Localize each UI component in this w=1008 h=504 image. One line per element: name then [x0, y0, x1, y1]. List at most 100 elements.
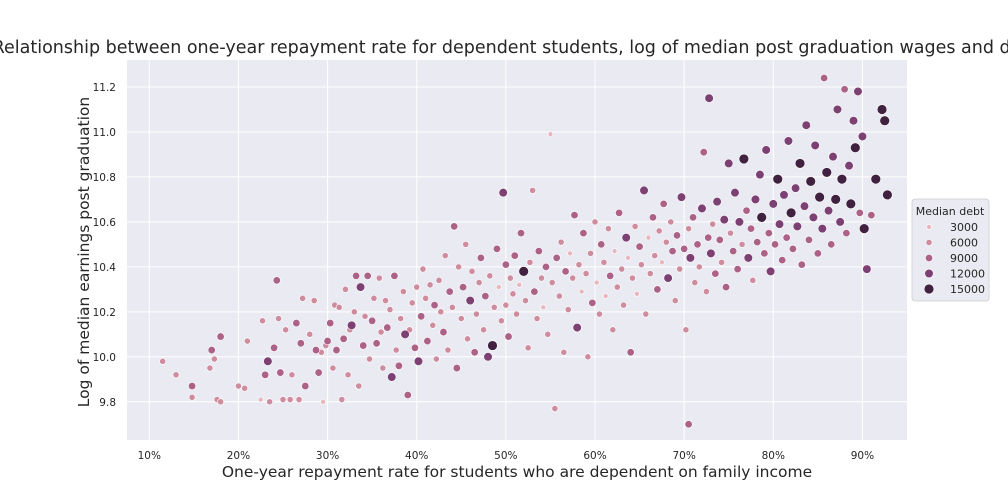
data-point: [876, 104, 888, 115]
data-point: [547, 131, 554, 138]
data-point: [272, 276, 281, 285]
data-point: [859, 223, 870, 234]
data-point: [756, 212, 767, 223]
data-point: [188, 393, 196, 401]
data-point: [613, 283, 621, 291]
data-point: [382, 297, 389, 304]
data-point: [842, 229, 851, 238]
legend-entry-label: 15000: [950, 283, 985, 296]
data-point: [667, 218, 675, 226]
data-point: [299, 294, 307, 302]
data-point: [625, 255, 631, 261]
data-point: [387, 372, 397, 382]
data-point: [419, 265, 427, 273]
data-point: [457, 315, 465, 322]
legend-title: Median debt: [916, 205, 985, 218]
data-point: [188, 382, 197, 391]
legend-marker: [926, 224, 932, 230]
x-tick-label: 70%: [672, 450, 695, 462]
data-point: [766, 266, 776, 276]
data-point: [715, 235, 724, 244]
data-point: [691, 279, 699, 287]
data-point: [588, 298, 597, 307]
data-point: [530, 287, 539, 296]
data-point: [417, 312, 426, 321]
data-point: [437, 308, 445, 316]
data-point: [400, 329, 410, 339]
data-point: [486, 272, 494, 280]
data-point: [359, 341, 368, 350]
data-point: [526, 258, 534, 266]
data-point: [361, 312, 369, 320]
data-point: [746, 224, 755, 233]
data-point: [513, 310, 520, 318]
data-point: [804, 235, 813, 244]
data-point: [570, 211, 579, 220]
x-axis-ticks: 10% 20% 30% 40% 50% 60% 70% 80% 90%: [138, 450, 875, 462]
data-point: [465, 295, 475, 306]
legend: Median debt 3000 6000 9000 12000 15000: [911, 198, 990, 302]
data-point: [561, 267, 570, 276]
data-point: [615, 208, 624, 217]
data-point: [783, 136, 794, 146]
gridlines: [127, 60, 907, 440]
legend-entry-label: 12000: [950, 268, 985, 281]
data-point: [487, 340, 498, 351]
data-point: [578, 288, 585, 295]
data-point: [597, 240, 606, 249]
data-point: [785, 207, 797, 219]
data-point: [379, 364, 387, 372]
data-point: [832, 104, 843, 115]
data-point: [444, 346, 452, 354]
data-point: [805, 176, 816, 187]
data-point: [830, 194, 841, 205]
data-point: [259, 317, 266, 325]
data-point: [296, 339, 305, 348]
data-point: [552, 253, 561, 262]
data-point: [727, 229, 734, 237]
data-point: [810, 140, 820, 151]
x-tick-label: 60%: [583, 450, 606, 462]
data-point: [383, 323, 392, 332]
data-point: [671, 297, 679, 304]
data-point: [335, 303, 343, 311]
data-point: [311, 346, 320, 355]
data-point: [347, 320, 357, 330]
legend-entry-label: 9000: [950, 252, 978, 265]
data-point: [470, 348, 479, 357]
data-point: [703, 288, 710, 295]
data-point: [862, 264, 872, 274]
data-point: [483, 352, 493, 362]
data-point: [689, 213, 698, 222]
data-point: [792, 221, 802, 231]
data-point: [510, 251, 519, 260]
data-point: [836, 173, 848, 185]
data-point: [768, 199, 778, 209]
data-point: [326, 319, 335, 328]
data-point: [344, 371, 352, 379]
data-point: [282, 326, 290, 334]
data-point: [734, 217, 745, 227]
data-point: [372, 339, 381, 348]
x-tick-label: 90%: [851, 450, 874, 462]
data-point: [377, 328, 385, 336]
data-point: [241, 384, 249, 392]
data-point: [593, 279, 600, 286]
data-point: [882, 189, 893, 201]
data-point: [808, 212, 819, 222]
data-point: [332, 346, 341, 355]
data-points: [159, 73, 893, 429]
data-point: [541, 262, 550, 271]
data-point: [712, 197, 722, 207]
data-point: [867, 211, 876, 220]
data-point: [567, 250, 573, 257]
data-point: [569, 274, 577, 282]
data-point: [439, 328, 448, 337]
data-point: [423, 337, 432, 346]
data-point: [270, 343, 279, 352]
data-point: [430, 301, 439, 310]
data-point: [497, 317, 505, 325]
data-point: [821, 167, 832, 178]
data-point: [261, 370, 270, 379]
y-tick-label: 10.4: [93, 262, 117, 274]
